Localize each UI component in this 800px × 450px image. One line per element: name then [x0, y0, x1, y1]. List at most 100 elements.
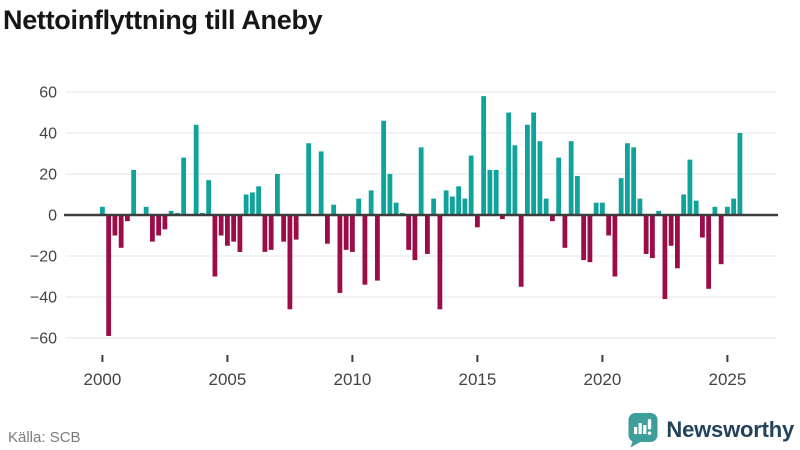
bar	[118, 215, 124, 248]
bar	[106, 215, 112, 336]
bar	[462, 198, 468, 215]
bar	[556, 157, 562, 215]
bar	[443, 190, 449, 215]
bar	[493, 169, 499, 215]
bar	[418, 147, 424, 215]
y-axis-tick-label: 40	[39, 126, 57, 143]
bar	[112, 215, 118, 236]
bar	[218, 215, 224, 236]
bar	[481, 96, 487, 215]
bar	[587, 215, 593, 263]
bar	[450, 196, 455, 215]
bar	[643, 215, 649, 254]
bar	[162, 215, 168, 230]
y-axis-tick-label: 20	[39, 167, 57, 184]
bar	[700, 215, 705, 238]
newsworthy-wordmark: Newsworthy	[666, 416, 794, 442]
bar	[375, 215, 380, 281]
bar	[262, 215, 268, 252]
x-axis-tick-label: 2000	[83, 370, 121, 389]
bar	[237, 215, 243, 252]
x-axis-tick-label: 2015	[458, 370, 496, 389]
bar	[325, 215, 330, 244]
chart-title: Nettoinflyttning till Aneby	[3, 5, 323, 35]
bar	[356, 198, 362, 215]
newsworthy-logo[interactable]: Newsworthy	[627, 411, 794, 448]
bar	[487, 169, 493, 215]
bar	[681, 194, 687, 215]
bar	[712, 206, 718, 215]
bar	[737, 133, 743, 215]
bar	[243, 194, 249, 215]
bar	[168, 210, 174, 215]
bar	[156, 215, 162, 236]
y-axis-tick-label: −60	[30, 331, 57, 348]
bar	[606, 215, 612, 236]
bar	[506, 112, 512, 215]
bar	[543, 198, 549, 215]
bar	[475, 215, 480, 228]
bar	[425, 215, 430, 254]
bar	[381, 120, 387, 215]
y-axis-tick-label: 0	[48, 208, 57, 225]
bar	[725, 206, 730, 215]
bar	[618, 178, 624, 215]
bar	[637, 198, 643, 215]
bar	[456, 186, 462, 215]
bar	[225, 215, 230, 246]
bar	[612, 215, 618, 277]
bar	[287, 215, 293, 310]
bar	[431, 198, 437, 215]
bar	[362, 215, 368, 285]
bar	[275, 174, 280, 215]
bar	[518, 215, 524, 287]
source-caption: Källa: SCB	[8, 429, 81, 446]
bar	[143, 206, 149, 215]
bar	[718, 215, 724, 265]
bar	[337, 215, 343, 293]
y-axis-tick-label: −20	[30, 249, 57, 266]
bar	[675, 215, 680, 269]
bar	[406, 215, 412, 250]
x-axis-tick-label: 2025	[708, 370, 746, 389]
bar	[593, 202, 599, 215]
bar	[268, 215, 274, 250]
bar	[581, 215, 587, 261]
bar	[625, 143, 630, 215]
bar	[656, 210, 662, 215]
bar	[231, 215, 237, 242]
bar	[437, 215, 443, 310]
bar	[468, 155, 474, 215]
bar	[368, 190, 374, 215]
bar	[537, 141, 543, 215]
bar	[531, 112, 537, 215]
bar	[631, 147, 637, 215]
bar	[293, 215, 299, 240]
bar	[150, 215, 155, 242]
x-axis-tick-label: 2020	[583, 370, 621, 389]
bar	[550, 215, 555, 222]
bar	[600, 202, 605, 215]
x-axis-tick-label: 2010	[333, 370, 371, 389]
x-axis-tick-label: 2005	[208, 370, 246, 389]
bar	[687, 159, 693, 215]
bar	[387, 174, 393, 215]
bar	[100, 206, 105, 215]
bar	[575, 176, 580, 215]
bar	[668, 215, 674, 246]
bar	[350, 215, 355, 252]
y-axis-tick-label: −40	[30, 290, 57, 307]
bar	[131, 169, 137, 215]
bar	[568, 141, 574, 215]
y-axis-tick-label: 60	[39, 85, 57, 102]
bar	[512, 145, 518, 215]
bar	[731, 198, 737, 215]
bar	[343, 215, 349, 250]
bar	[412, 215, 418, 261]
bar	[250, 192, 255, 215]
bar	[212, 215, 218, 277]
bar	[525, 124, 530, 215]
bar	[562, 215, 568, 248]
bar	[306, 143, 312, 215]
